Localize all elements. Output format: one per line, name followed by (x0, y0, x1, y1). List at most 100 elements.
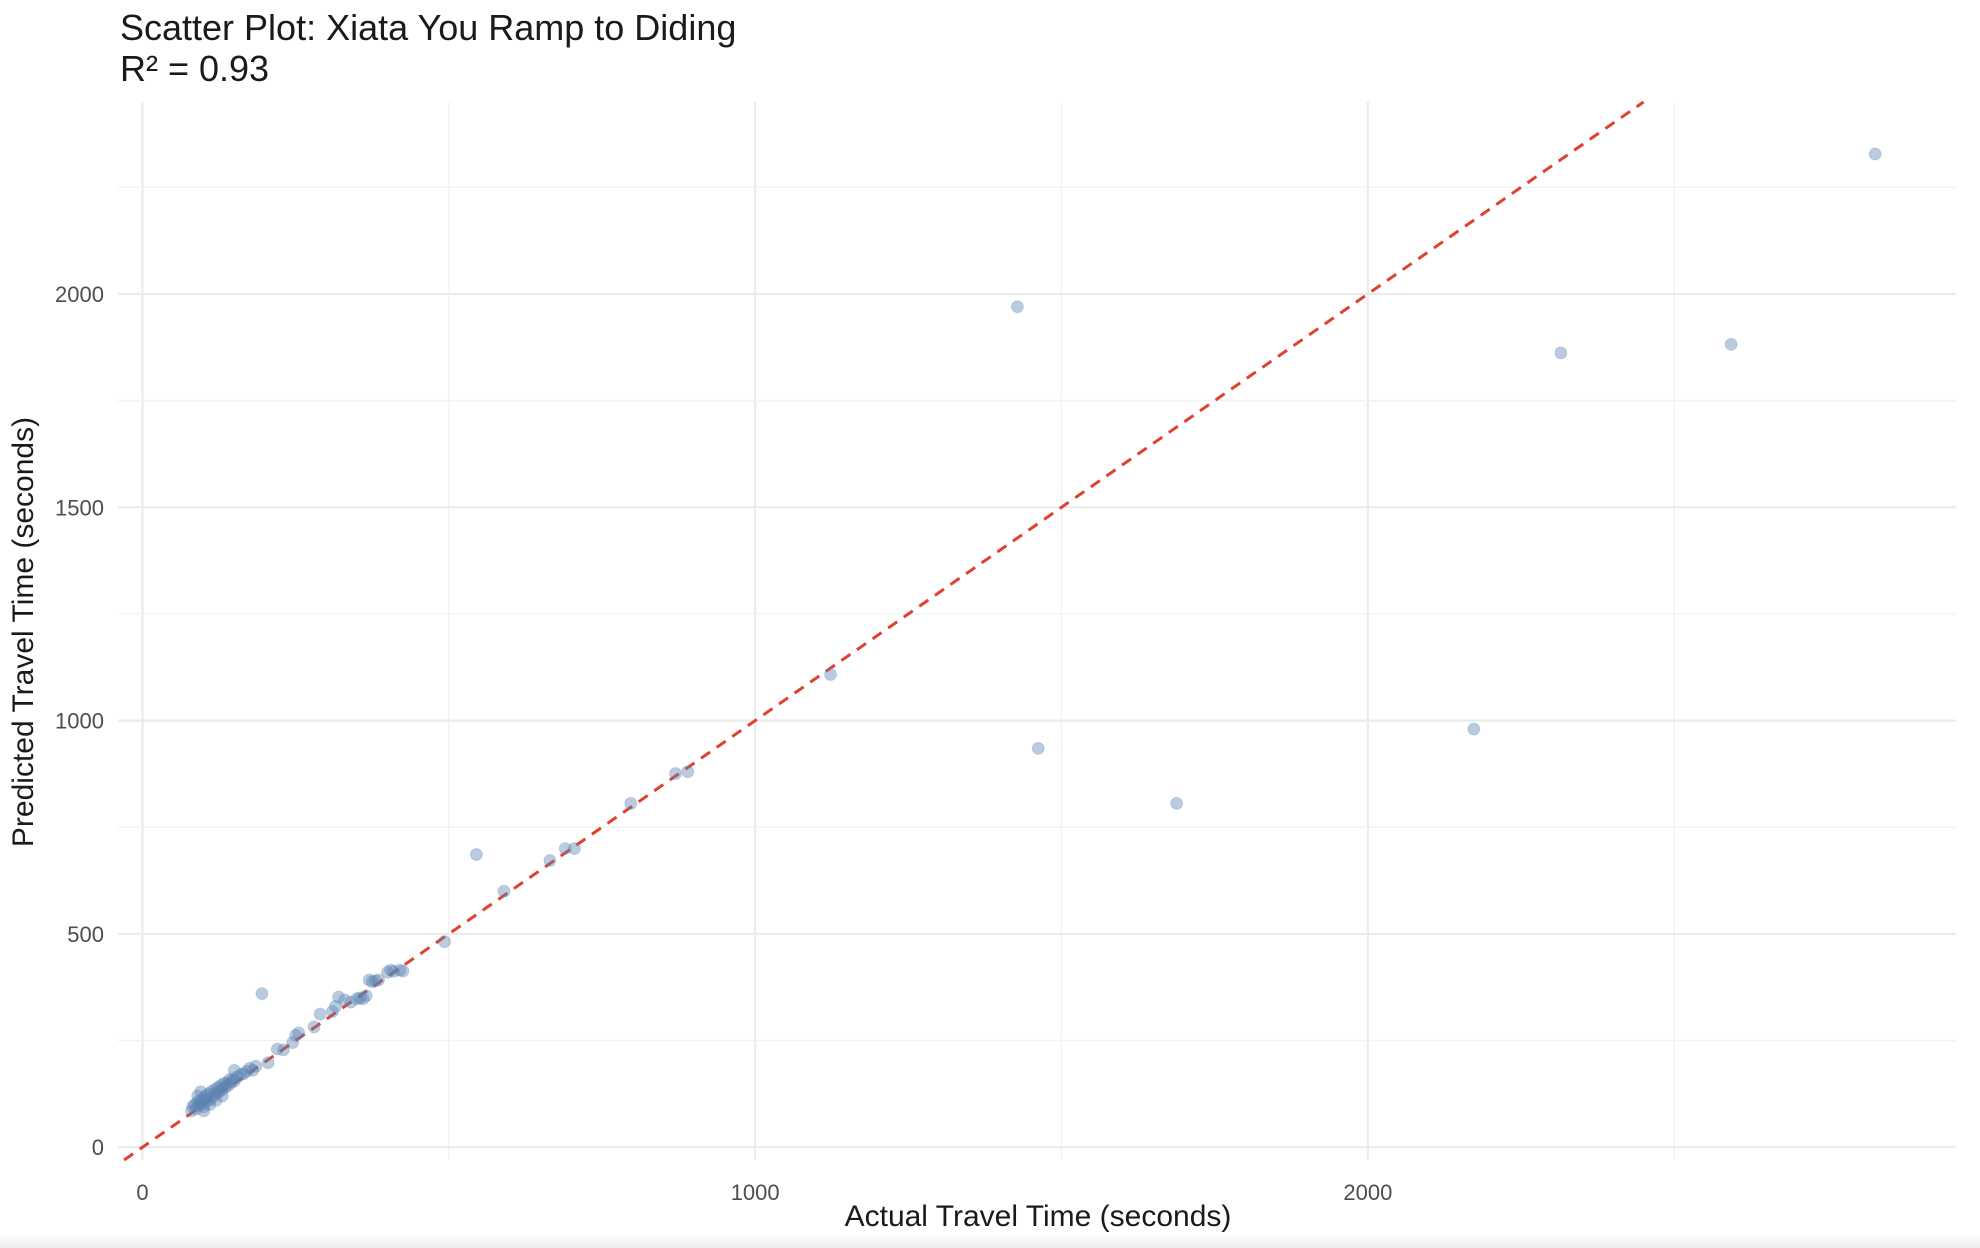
scatter-point (227, 1074, 241, 1088)
scatter-point (240, 1064, 254, 1078)
scatter-point (289, 1028, 303, 1042)
scatter-point (381, 965, 395, 979)
scatter-point (203, 1098, 217, 1112)
scatter-point (237, 1067, 251, 1081)
scatter-point (384, 963, 398, 977)
reference-line-group (123, 100, 1645, 1162)
scatter-point (234, 1068, 248, 1082)
scatter-point (206, 1090, 220, 1104)
scatter-point (195, 1097, 209, 1111)
scatter-point (191, 1089, 205, 1103)
scatter-point (224, 1075, 238, 1089)
scatter-point (276, 1043, 290, 1057)
scatter-point (194, 1085, 208, 1099)
scatter-point (200, 1094, 214, 1108)
scatter-point (211, 1080, 225, 1094)
scatter-point (199, 1089, 213, 1103)
scatter-point (186, 1100, 200, 1114)
scatter-point (243, 1061, 257, 1075)
scatter-point (202, 1087, 216, 1101)
scatter-point (344, 995, 358, 1009)
data-points (185, 147, 1882, 1118)
scatter-point (1467, 722, 1481, 736)
scatter-point (681, 765, 695, 779)
bottom-edge (0, 1234, 1980, 1248)
scatter-point (188, 1098, 202, 1112)
scatter-point (356, 992, 370, 1006)
scatter-point (246, 1063, 260, 1077)
scatter-point (1554, 346, 1568, 360)
chart-subtitle: R² = 0.93 (120, 48, 269, 89)
scatter-point (189, 1102, 203, 1116)
scatter-point (215, 1089, 229, 1103)
y-tick-label: 500 (67, 922, 104, 947)
scatter-point (212, 1085, 226, 1099)
scatter-point (371, 973, 385, 987)
chart-title: Scatter Plot: Xiata You Ramp to Diding (120, 7, 736, 48)
scatter-point (307, 1020, 321, 1034)
scatter-point (185, 1104, 199, 1118)
scatter-point (567, 842, 581, 856)
scatter-point (387, 964, 401, 978)
scatter-point (469, 848, 483, 862)
scatter-point (325, 1005, 339, 1019)
scatter-point (208, 1083, 222, 1097)
scatter-point (368, 974, 382, 988)
scatter-point (220, 1076, 234, 1090)
y-axis-title: Predicted Travel Time (seconds) (7, 417, 40, 847)
scatter-point (194, 1093, 208, 1107)
scatter-point (543, 854, 557, 868)
scatter-point (192, 1098, 206, 1112)
scatter-point (261, 1056, 275, 1070)
scatter-point (214, 1078, 228, 1092)
y-tick-label: 2000 (55, 282, 104, 307)
scatter-point (624, 796, 638, 810)
scatter-point (217, 1076, 231, 1090)
scatter-point (1031, 741, 1045, 755)
scatter-point (332, 990, 346, 1004)
scatter-point (824, 668, 838, 682)
scatter-point (197, 1091, 211, 1105)
scatter-point (353, 991, 367, 1005)
scatter-point (362, 973, 376, 987)
scatter-point (203, 1092, 217, 1106)
scatter-point (197, 1104, 211, 1118)
scatter-point (359, 989, 373, 1003)
scatter-point (204, 1085, 218, 1099)
scatter-point (230, 1070, 244, 1084)
y-tick-label: 1000 (55, 709, 104, 734)
grid (118, 102, 1956, 1160)
scatter-point (1010, 300, 1024, 314)
tick-labels: 0 1000 2000 0 500 1000 1500 2000 (55, 282, 1392, 1205)
scatter-point (255, 987, 269, 1001)
scatter-point (396, 964, 410, 978)
x-tick-label: 1000 (731, 1180, 780, 1205)
scatter-point (286, 1036, 300, 1050)
scatter-point (226, 1072, 240, 1086)
scatter-point (1724, 337, 1738, 351)
reference-line (123, 100, 1645, 1162)
scatter-point (438, 935, 452, 949)
scatter-point (350, 992, 364, 1006)
scatter-point (365, 975, 379, 989)
scatter-point (669, 766, 683, 780)
scatter-point (209, 1093, 223, 1107)
scatter-point (191, 1095, 205, 1109)
scatter-point (215, 1083, 229, 1097)
y-tick-label: 0 (92, 1135, 104, 1160)
scatter-point (218, 1080, 232, 1094)
scatter-point (221, 1078, 235, 1092)
scatter-point (1170, 796, 1184, 810)
scatter-point (227, 1063, 241, 1077)
scatter-point (497, 884, 511, 898)
scatter-point (249, 1059, 263, 1073)
scatter-point (313, 1007, 327, 1021)
x-tick-label: 2000 (1343, 1180, 1392, 1205)
scatter-point (270, 1042, 284, 1056)
x-tick-label: 0 (136, 1180, 148, 1205)
scatter-point (292, 1026, 306, 1040)
scatter-point (1868, 147, 1882, 161)
scatter-point (328, 999, 342, 1013)
